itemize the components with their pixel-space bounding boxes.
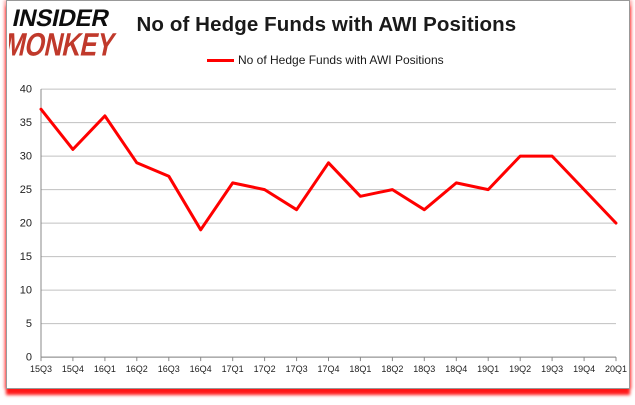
svg-text:16Q4: 16Q4 bbox=[189, 364, 211, 374]
svg-text:5: 5 bbox=[25, 318, 31, 330]
svg-text:19Q1: 19Q1 bbox=[477, 364, 499, 374]
svg-text:17Q2: 17Q2 bbox=[253, 364, 275, 374]
svg-text:15Q4: 15Q4 bbox=[61, 364, 83, 374]
svg-text:15: 15 bbox=[19, 251, 31, 263]
svg-text:18Q4: 18Q4 bbox=[445, 364, 467, 374]
svg-text:17Q4: 17Q4 bbox=[317, 364, 339, 374]
svg-text:20: 20 bbox=[19, 218, 31, 230]
svg-text:25: 25 bbox=[19, 184, 31, 196]
svg-text:18Q1: 18Q1 bbox=[349, 364, 371, 374]
svg-text:40: 40 bbox=[19, 84, 31, 96]
svg-text:16Q1: 16Q1 bbox=[93, 364, 115, 374]
svg-text:17Q3: 17Q3 bbox=[285, 364, 307, 374]
svg-text:0: 0 bbox=[25, 352, 31, 364]
svg-text:19Q3: 19Q3 bbox=[541, 364, 563, 374]
svg-text:35: 35 bbox=[19, 117, 31, 129]
svg-text:16Q3: 16Q3 bbox=[157, 364, 179, 374]
svg-text:18Q2: 18Q2 bbox=[381, 364, 403, 374]
svg-text:19Q2: 19Q2 bbox=[509, 364, 531, 374]
svg-text:17Q1: 17Q1 bbox=[221, 364, 243, 374]
svg-text:30: 30 bbox=[19, 151, 31, 163]
svg-text:20Q1: 20Q1 bbox=[604, 364, 626, 374]
svg-text:10: 10 bbox=[19, 285, 31, 297]
svg-text:MONKEY: MONKEY bbox=[9, 27, 119, 61]
svg-text:16Q2: 16Q2 bbox=[125, 364, 147, 374]
svg-text:18Q3: 18Q3 bbox=[413, 364, 435, 374]
svg-text:15Q3: 15Q3 bbox=[29, 364, 51, 374]
svg-text:19Q4: 19Q4 bbox=[573, 364, 595, 374]
